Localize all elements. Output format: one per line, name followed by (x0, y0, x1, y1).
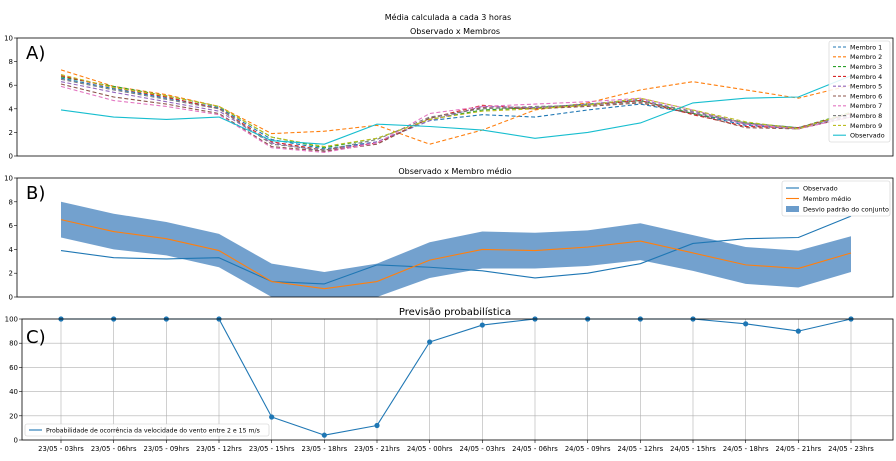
series-line-9 (60, 74, 852, 148)
panel-c-title: Previsão probabilística (399, 306, 511, 318)
panel-b-title: Observado x Membro médio (398, 166, 511, 176)
y-tick-label: 0 (9, 153, 13, 161)
legend-label: Membro 3 (850, 63, 882, 71)
series-line-1 (60, 215, 852, 285)
x-tick-label: 24/05 - 06hrs (512, 445, 558, 453)
x-tick-label: 23/05 - 03hrs (38, 445, 84, 453)
y-tick-label: 10 (4, 35, 13, 43)
y-tick-label: 0 (14, 437, 18, 445)
y-tick-label: 6 (9, 82, 14, 90)
data-point (374, 422, 380, 429)
panel-c-label: C) (26, 327, 46, 348)
x-tick-label: 24/05 - 21hrs (776, 445, 822, 453)
panel-b: Observado x Membro médio 0 2 4 6 8 10 B) Obse… (4, 166, 894, 302)
data-point (427, 339, 433, 345)
data-point (795, 328, 801, 334)
y-tick-label: 100 (5, 316, 18, 324)
legend-label: Membro 9 (850, 122, 882, 130)
y-tick-label: 2 (9, 129, 13, 137)
std-band (61, 201, 851, 297)
suptitle: Média calculada a cada 3 horas (385, 12, 511, 22)
series-line-2 (60, 219, 852, 290)
x-tick-label: 24/05 - 00hrs (407, 445, 453, 453)
legend-label: Membro 4 (850, 73, 882, 81)
legend-label: Membro 8 (850, 112, 882, 120)
panel-a-frame (16, 37, 894, 157)
y-tick-label: 8 (9, 198, 13, 206)
y-tick-label: 60 (9, 364, 18, 372)
series-line-7 (60, 85, 852, 154)
legend-swatch (786, 206, 799, 212)
legend-box (781, 180, 891, 217)
y-tick-label: 2 (9, 270, 13, 278)
data-point (269, 414, 275, 420)
y-tick-label: 20 (9, 412, 18, 420)
series-line-4 (60, 75, 852, 151)
x-tick-label: 24/05 - 18hrs (723, 445, 769, 453)
x-tick-label: 23/05 - 21hrs (354, 445, 400, 453)
panel-a-plot: 0 2 4 6 8 10 (4, 35, 852, 161)
legend-label: Membro 1 (850, 43, 882, 51)
x-tick-label: 24/05 - 09hrs (565, 445, 611, 453)
panel-c: Previsão probabilística 0 20 40 60 80 100 23/0… (5, 306, 894, 453)
data-point (743, 321, 749, 327)
series-line-2 (60, 69, 852, 145)
panel-c-legend: Probabilidade de ocorrência da velocidad… (24, 423, 270, 437)
legend-label: Probabilidade de ocorrência da velocidad… (46, 426, 260, 434)
data-point (321, 432, 327, 438)
legend-label: Desvio padrão do conjunto (803, 205, 889, 213)
x-tick-label: 23/05 - 18hrs (302, 445, 348, 453)
y-tick-label: 4 (9, 105, 14, 113)
panel-b-label: B) (26, 183, 45, 204)
panel-b-frame (16, 177, 894, 298)
legend-label: Observado (803, 184, 838, 192)
x-tick-label: 23/05 - 09hrs (144, 445, 190, 453)
panel-a-title: Observado x Membros (410, 27, 500, 36)
x-tick-label: 23/05 - 06hrs (91, 445, 137, 453)
legend-box (24, 423, 270, 437)
y-tick-label: 10 (4, 175, 13, 183)
panel-b-legend: Observado Membro médio Desvio padrão do co… (781, 180, 891, 217)
y-tick-label: 6 (9, 222, 14, 230)
series-line-3 (60, 76, 852, 149)
panel-c-plot: 0 20 40 60 80 100 23/05 - 03hrs 23/05 - 06hrs 23… (5, 316, 893, 453)
series-line-10 (60, 75, 852, 145)
x-tick-label: 23/05 - 12hrs (196, 445, 242, 453)
series-line-1 (60, 77, 852, 150)
legend-label: Membro 5 (850, 83, 882, 91)
y-tick-label: 0 (9, 294, 13, 302)
x-tick-label: 24/05 - 23hrs (828, 445, 874, 453)
panel-b-plot: 0 2 4 6 8 10 (4, 175, 852, 302)
legend-label: Membro 7 (850, 102, 882, 110)
data-point (479, 322, 485, 328)
x-tick-label: 24/05 - 12hrs (618, 445, 664, 453)
panel-c-frame (21, 318, 894, 441)
panel-a-label: A) (26, 43, 45, 64)
series-line-1 (61, 318, 852, 436)
panel-a-legend: Membro 1 Membro 2 Membro 3 Membro 4 Membro 5… (828, 40, 891, 143)
legend-label: Observado (850, 132, 885, 140)
y-tick-label: 4 (9, 246, 14, 254)
series-line-5 (60, 81, 852, 152)
y-tick-label: 40 (9, 388, 18, 396)
x-tick-label: 23/05 - 15hrs (249, 445, 295, 453)
y-tick-label: 8 (9, 58, 13, 66)
x-tick-label: 24/05 - 03hrs (460, 445, 506, 453)
legend-label: Membro médio (803, 195, 851, 203)
x-tick-label: 24/05 - 15hrs (670, 445, 716, 453)
y-tick-label: 80 (9, 340, 18, 348)
legend-label: Membro 6 (850, 92, 882, 100)
series-line-8 (60, 78, 852, 151)
legend-label: Membro 2 (850, 53, 882, 61)
